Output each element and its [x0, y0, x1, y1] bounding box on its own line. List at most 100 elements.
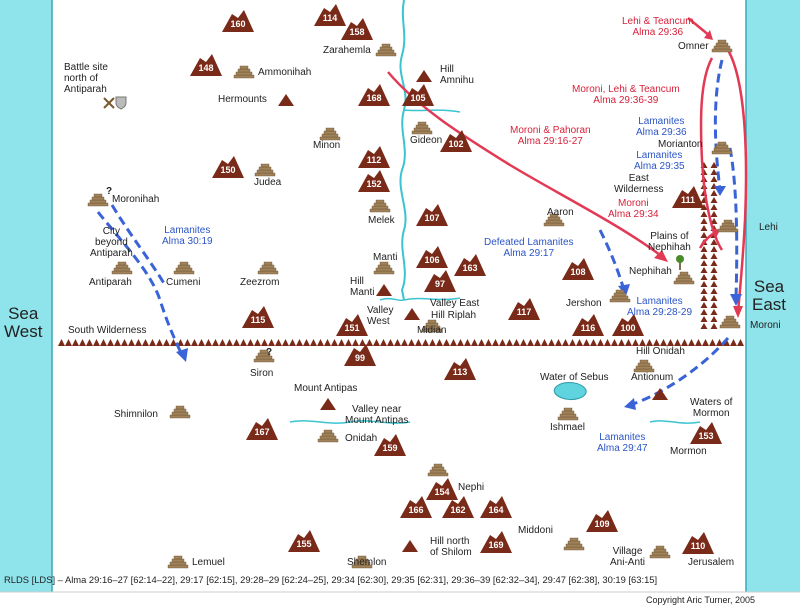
ridge-peak — [710, 162, 718, 168]
ridge-peak — [700, 218, 708, 224]
numbered-hill — [242, 306, 274, 328]
ridge-peak — [604, 339, 611, 346]
ridge-peak — [436, 339, 443, 346]
numbered-hill — [444, 358, 476, 380]
hills-layer — [190, 4, 722, 554]
ridge-peak — [107, 339, 114, 346]
hill-number: 148 — [198, 63, 214, 73]
peak — [652, 388, 668, 400]
ridge-peak — [233, 339, 240, 346]
ridge-peak — [261, 339, 268, 346]
ridge-peak — [562, 339, 569, 346]
label-judea: Judea — [254, 177, 282, 188]
city-icon — [167, 555, 189, 569]
label-mount-antipas: Mount Antipas — [294, 383, 358, 394]
ridge-peak — [527, 339, 534, 346]
numbered-hill — [402, 84, 434, 106]
hill-number: 164 — [488, 505, 504, 515]
label-omner: Omner — [678, 41, 709, 52]
numbered-hill — [358, 146, 390, 168]
sea-east-label: Sea East — [752, 277, 787, 314]
river-branch — [403, 297, 461, 301]
ridge-peak — [695, 339, 702, 346]
peak — [376, 284, 392, 296]
valley-water — [289, 420, 411, 424]
ridge-peak — [198, 339, 205, 346]
ridge-peak — [170, 339, 177, 346]
hill-number: 106 — [424, 255, 440, 265]
ridge-peak — [499, 339, 506, 346]
label-hill-north-shilom: Hill north of Shilom — [430, 536, 472, 558]
ridge-peak — [422, 339, 429, 346]
label-waters-mormon: Waters of Mormon — [690, 397, 733, 419]
hill-number: 105 — [410, 93, 426, 103]
route-moroni-lehi-teancum-right — [726, 49, 748, 313]
numbered-hill — [336, 314, 368, 336]
hill-number: 112 — [366, 155, 382, 165]
ridge-peak — [331, 339, 338, 346]
label-gideon: Gideon — [410, 135, 443, 146]
city-icon — [351, 555, 373, 569]
label-east-wilderness: East Wilderness — [614, 173, 664, 195]
numbered-hill — [358, 170, 390, 192]
ridge-peak — [716, 339, 723, 346]
ridge-peak — [86, 339, 93, 346]
numbered-hill — [341, 18, 373, 40]
label-lehi: Lehi — [759, 222, 778, 233]
hill-number: 168 — [366, 93, 382, 103]
route-moroni-pahoran — [387, 71, 661, 257]
label-south-wilderness: South Wilderness — [68, 325, 147, 336]
ridge-peak — [710, 190, 718, 196]
ridge-peak — [710, 197, 718, 203]
ridge-peak — [58, 339, 65, 346]
city-icon — [719, 315, 741, 329]
hill-number: 117 — [516, 307, 532, 317]
ridge-peak — [710, 211, 718, 217]
label-onidah: Onidah — [345, 433, 378, 444]
label-question-moronihah: ? — [106, 186, 113, 197]
ridge-peak — [471, 339, 478, 346]
city-icon — [557, 407, 579, 421]
ridge-peak — [625, 339, 632, 346]
ridge-peak — [177, 339, 184, 346]
label-moroni: Moroni — [750, 320, 781, 331]
city-icon — [169, 405, 191, 419]
blue-routes — [96, 59, 739, 407]
ridge-peak — [660, 339, 667, 346]
numbered-hill — [480, 496, 512, 518]
route-lam-3019-b — [110, 204, 167, 286]
ridge-peak — [737, 339, 744, 346]
route-label-lam-3019: Lamanites Alma 30:19 — [162, 225, 213, 247]
cities-layer — [87, 39, 741, 569]
sea-west — [0, 0, 52, 592]
numbered-hill — [690, 422, 722, 444]
city-icon — [233, 65, 255, 79]
label-village-ani-anti: Village Ani-Anti — [610, 546, 646, 568]
ridge-peak — [394, 339, 401, 346]
numbered-hill — [416, 246, 448, 268]
ridge-peak — [646, 339, 653, 346]
label-moronihah: Moronihah — [112, 194, 160, 205]
hill-number: 113 — [452, 367, 468, 377]
route-label-lam-2829: Lamanites Alma 29:28-29 — [627, 296, 693, 318]
hill-number: 114 — [322, 13, 338, 23]
red-arrowheads — [654, 30, 743, 318]
label-zarahemla: Zarahemla — [323, 45, 371, 56]
numbered-hill — [442, 496, 474, 518]
label-morianton: Morianton — [658, 139, 703, 150]
ridge-peak — [506, 339, 513, 346]
numbered-hill — [572, 314, 604, 336]
ridge-peak — [730, 339, 737, 346]
ridge-peak — [513, 339, 520, 346]
label-jerusalem: Jerusalem — [688, 557, 735, 568]
hill-number: 155 — [296, 539, 312, 549]
label-hill-amnihu: Hill Amnihu — [440, 64, 474, 86]
ridge-peak — [723, 339, 730, 346]
label-aaron: Aaron — [547, 207, 574, 218]
ridge-peak — [541, 339, 548, 346]
label-valley-near: Valley near Mount Antipas — [345, 404, 409, 426]
label-jershon: Jershon — [566, 298, 602, 309]
city-icon — [421, 319, 443, 333]
route-label-lehi-teancum: Lehi & Teancum Alma 29:36 — [622, 16, 694, 38]
ridge-peak — [380, 339, 387, 346]
